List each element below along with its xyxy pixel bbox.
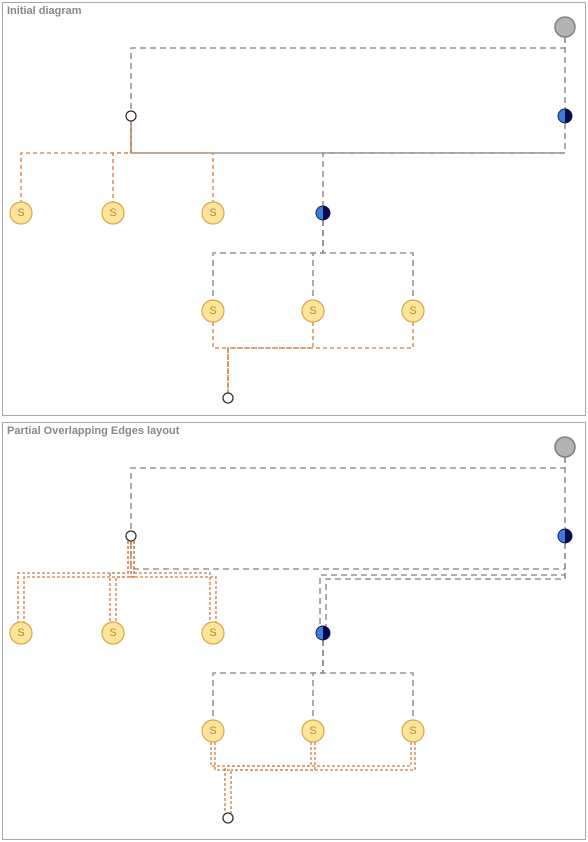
edge bbox=[131, 121, 565, 153]
node-gray bbox=[555, 437, 575, 457]
edge bbox=[24, 541, 134, 622]
edge bbox=[225, 742, 311, 766]
s-node-label: S bbox=[209, 725, 216, 737]
s-node-label: S bbox=[309, 725, 316, 737]
node-s: S bbox=[302, 300, 324, 322]
s-node-label: S bbox=[209, 627, 216, 639]
s-node-label: S bbox=[409, 305, 416, 317]
edge bbox=[110, 541, 128, 622]
node-blue bbox=[316, 626, 330, 640]
edge bbox=[213, 640, 323, 720]
panel-partial-overlap: Partial Overlapping Edges layout S S S S S S bbox=[2, 422, 586, 840]
node-hollow bbox=[223, 393, 233, 403]
node-blue bbox=[558, 529, 572, 543]
s-node-label: S bbox=[209, 305, 216, 317]
s-node-label: S bbox=[17, 627, 24, 639]
node-hollow bbox=[126, 531, 136, 541]
s-node-label: S bbox=[309, 305, 316, 317]
node-blue bbox=[558, 109, 572, 123]
edge bbox=[323, 640, 413, 720]
edge bbox=[131, 541, 565, 569]
node-hollow bbox=[223, 813, 233, 823]
node-s: S bbox=[102, 622, 124, 644]
edge bbox=[21, 121, 131, 202]
edge bbox=[313, 640, 323, 720]
s-node-label: S bbox=[109, 207, 116, 219]
edge bbox=[213, 220, 323, 300]
node-s: S bbox=[202, 622, 224, 644]
node-s: S bbox=[202, 300, 224, 322]
node-s: S bbox=[302, 720, 324, 742]
diagram-canvas: S S S S S S bbox=[3, 423, 587, 841]
edge bbox=[323, 123, 565, 206]
s-node-label: S bbox=[17, 207, 24, 219]
edge bbox=[131, 457, 565, 531]
edge bbox=[131, 121, 213, 202]
node-hollow bbox=[126, 111, 136, 121]
node-gray bbox=[555, 17, 575, 37]
edge bbox=[131, 541, 216, 622]
node-s: S bbox=[402, 300, 424, 322]
node-s: S bbox=[10, 622, 32, 644]
s-node-label: S bbox=[409, 725, 416, 737]
edge bbox=[326, 543, 565, 626]
edge bbox=[228, 322, 413, 393]
edge bbox=[225, 742, 411, 766]
s-node-label: S bbox=[109, 627, 116, 639]
edge bbox=[211, 742, 225, 813]
node-s: S bbox=[402, 720, 424, 742]
node-s: S bbox=[202, 720, 224, 742]
node-s: S bbox=[202, 202, 224, 224]
edge bbox=[323, 220, 413, 300]
s-node-label: S bbox=[209, 207, 216, 219]
edge bbox=[131, 541, 210, 622]
panel-initial: Initial diagram S S S S S S bbox=[2, 2, 586, 416]
node-s: S bbox=[10, 202, 32, 224]
panel-title: Initial diagram bbox=[7, 5, 82, 17]
node-blue bbox=[316, 206, 330, 220]
panel-title: Partial Overlapping Edges layout bbox=[7, 425, 179, 437]
edge bbox=[320, 543, 565, 626]
edge bbox=[113, 121, 131, 202]
edge bbox=[228, 322, 313, 393]
edge bbox=[313, 220, 323, 300]
edge bbox=[213, 322, 228, 393]
edge bbox=[131, 37, 565, 111]
edge bbox=[215, 742, 231, 813]
diagram-canvas: S S S S S S bbox=[3, 3, 587, 417]
edge bbox=[18, 541, 128, 622]
node-s: S bbox=[102, 202, 124, 224]
